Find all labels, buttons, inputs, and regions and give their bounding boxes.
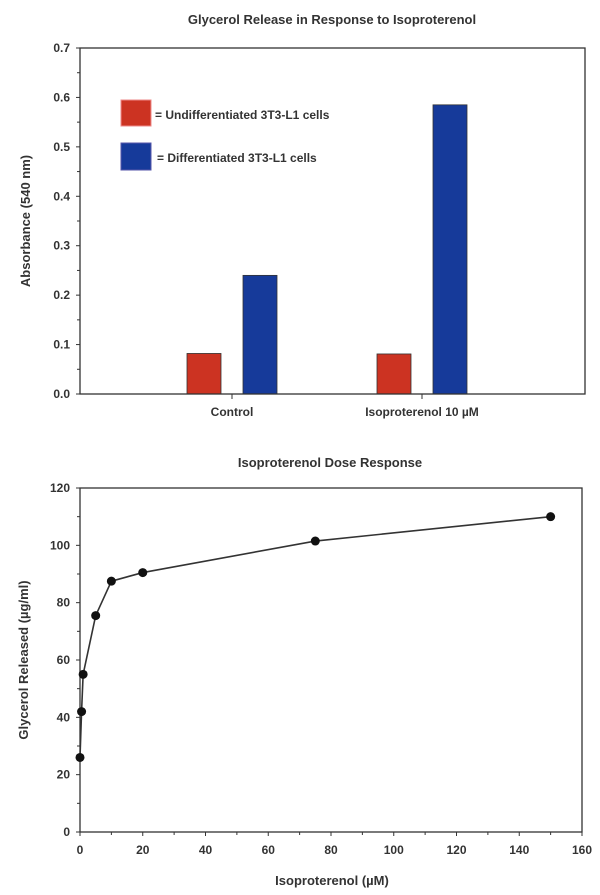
x-tick-label: 100 (384, 843, 404, 857)
y-tick-label: 40 (57, 710, 71, 724)
y-tick-label: 0.1 (53, 338, 70, 352)
y-tick-label: 20 (57, 768, 71, 782)
bar-chart-title: Glycerol Release in Response to Isoprote… (188, 12, 476, 27)
y-tick-label: 0.5 (53, 140, 70, 154)
bar-chart-y-label: Absorbance (540 nm) (18, 155, 33, 287)
x-tick-label: 140 (509, 843, 529, 857)
line-chart: Isoproterenol Dose Response Glycerol Rel… (16, 455, 592, 888)
y-tick-label: 0.7 (53, 41, 70, 55)
data-point (138, 568, 148, 578)
bar-differentiated (242, 274, 278, 395)
data-point (546, 512, 556, 522)
data-point (91, 611, 101, 621)
x-tick-label: 80 (324, 843, 338, 857)
y-tick-label: 100 (50, 538, 70, 552)
legend-label-differentiated: = Differentiated 3T3-L1 cells (157, 151, 317, 165)
x-tick-label: 120 (446, 843, 466, 857)
x-tick-label: 40 (199, 843, 213, 857)
data-point (78, 669, 88, 679)
x-tick-label: 60 (262, 843, 276, 857)
data-point (75, 752, 85, 762)
bar-undifferentiated (376, 353, 412, 395)
bar-undifferentiated (186, 353, 222, 395)
dose-response-line (79, 515, 551, 758)
data-point (106, 576, 116, 586)
legend-swatch-differentiated (120, 142, 152, 171)
bar-chart: Glycerol Release in Response to Isoprote… (18, 12, 586, 419)
y-tick-label: 0.0 (53, 387, 70, 401)
data-point (310, 536, 320, 546)
y-tick-label: 60 (57, 653, 71, 667)
line-chart-y-label: Glycerol Released (µg/ml) (16, 580, 31, 739)
legend: = Undifferentiated 3T3-L1 cells = Differ… (120, 99, 330, 171)
line-chart-x-label: Isoproterenol (µM) (275, 873, 389, 888)
bar-differentiated (432, 104, 468, 395)
y-tick-label: 0.4 (53, 189, 70, 203)
y-tick-label: 120 (50, 481, 70, 495)
y-tick-label: 0 (63, 825, 70, 839)
line-chart-plot-frame (79, 487, 583, 833)
x-tick-label: 20 (136, 843, 150, 857)
x-tick-label: 0 (77, 843, 84, 857)
y-tick-label: 0.6 (53, 90, 70, 104)
x-tick-label: 160 (572, 843, 592, 857)
bar-chart-plot-frame (79, 47, 586, 395)
legend-label-undifferentiated: = Undifferentiated 3T3-L1 cells (155, 108, 330, 122)
legend-swatch-undifferentiated (120, 99, 152, 127)
line-chart-title: Isoproterenol Dose Response (238, 455, 422, 470)
y-tick-label: 80 (57, 596, 71, 610)
x-tick-label: Control (211, 405, 254, 419)
data-point (77, 707, 87, 717)
y-tick-label: 0.3 (53, 239, 70, 253)
y-tick-label: 0.2 (53, 288, 70, 302)
x-tick-label: Isoproterenol 10 µM (365, 405, 479, 419)
